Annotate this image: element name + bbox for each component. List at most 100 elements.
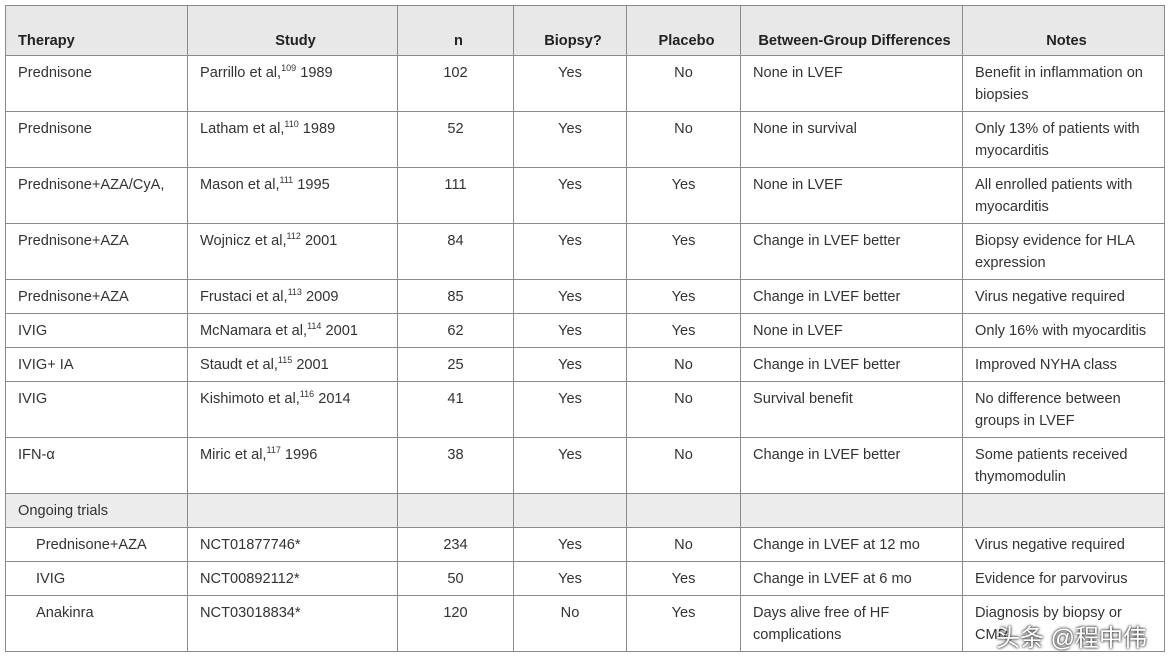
study-ref: 113 bbox=[287, 287, 302, 297]
table-row: Prednisone Parrillo et al,109 1989 102 Yes N… bbox=[5, 55, 1165, 112]
therapy-cell: Prednisone bbox=[5, 55, 188, 112]
table-row: Prednisone+AZA/CyA, Mason et al,111 1995 1… bbox=[5, 167, 1165, 224]
table-row: Prednisone Latham et al,110 1989 52 Yes No No… bbox=[5, 111, 1165, 168]
biopsy-cell: Yes bbox=[513, 167, 627, 224]
table-row: IFN-α Miric et al,117 1996 38 Yes No Change i… bbox=[5, 437, 1165, 494]
placebo-cell: Yes bbox=[626, 279, 741, 314]
column-header: n bbox=[397, 5, 514, 56]
placebo-cell: No bbox=[626, 347, 741, 382]
study-year: 2014 bbox=[318, 391, 351, 407]
study-cell: Wojnicz et al,112 2001 bbox=[187, 223, 398, 280]
empty-cell bbox=[626, 493, 741, 528]
biopsy-cell: Yes bbox=[513, 279, 627, 314]
study-cell: NCT00892112* bbox=[187, 561, 398, 596]
therapy-cell: IVIG bbox=[5, 561, 188, 596]
notes-cell: Biopsy evidence for HLA expression bbox=[962, 223, 1165, 280]
biopsy-cell: Yes bbox=[513, 561, 627, 596]
placebo-cell: Yes bbox=[626, 313, 741, 348]
study-cell: Latham et al,110 1989 bbox=[187, 111, 398, 168]
differences-cell: Change in LVEF better bbox=[740, 279, 963, 314]
study-ref: 116 bbox=[299, 389, 315, 399]
notes-cell: Benefit in inflammation on biopsies bbox=[962, 55, 1165, 112]
study-ref: 115 bbox=[277, 355, 293, 365]
biopsy-cell: Yes bbox=[513, 55, 627, 112]
column-header: Between-Group Differences bbox=[740, 5, 963, 56]
notes-cell: Evidence for parvovirus bbox=[962, 561, 1165, 596]
differences-cell: None in survival bbox=[740, 111, 963, 168]
n-cell: 62 bbox=[397, 313, 514, 348]
empty-cell bbox=[962, 493, 1165, 528]
notes-cell: Only 13% of patients with myocarditis bbox=[962, 111, 1165, 168]
study-author: Miric et al, bbox=[200, 447, 267, 463]
column-header: Notes bbox=[962, 5, 1165, 56]
n-cell: 85 bbox=[397, 279, 514, 314]
placebo-cell: Yes bbox=[626, 167, 741, 224]
therapy-cell: IFN-α bbox=[5, 437, 188, 494]
table-row: Prednisone+AZA NCT01877746* 234 Yes No Change… bbox=[5, 527, 1165, 562]
n-cell: 234 bbox=[397, 527, 514, 562]
column-header: Study bbox=[187, 5, 398, 56]
differences-cell: None in LVEF bbox=[740, 55, 963, 112]
empty-cell bbox=[397, 493, 514, 528]
n-cell: 25 bbox=[397, 347, 514, 382]
study-ref: 117 bbox=[266, 445, 281, 455]
n-cell: 120 bbox=[397, 595, 514, 652]
biopsy-cell: No bbox=[513, 595, 627, 652]
differences-cell: Change in LVEF at 12 mo bbox=[740, 527, 963, 562]
study-cell: Staudt et al,115 2001 bbox=[187, 347, 398, 382]
study-cell: Parrillo et al,109 1989 bbox=[187, 55, 398, 112]
therapy-cell: IVIG+ IA bbox=[5, 347, 188, 382]
therapy-cell: IVIG bbox=[5, 381, 188, 438]
notes-cell: No difference between groups in LVEF bbox=[962, 381, 1165, 438]
differences-cell: None in LVEF bbox=[740, 167, 963, 224]
table-row: Prednisone+AZA Wojnicz et al,112 2001 84 Ye… bbox=[5, 223, 1165, 280]
study-cell: Kishimoto et al,116 2014 bbox=[187, 381, 398, 438]
biopsy-cell: Yes bbox=[513, 381, 627, 438]
notes-cell: Some patients received thymomodulin bbox=[962, 437, 1165, 494]
column-header: Placebo bbox=[626, 5, 741, 56]
therapy-cell: Prednisone+AZA bbox=[5, 223, 188, 280]
differences-cell: Change in LVEF better bbox=[740, 223, 963, 280]
study-cell: NCT03018834* bbox=[187, 595, 398, 652]
differences-cell: Change in LVEF at 6 mo bbox=[740, 561, 963, 596]
study-author: Parrillo et al, bbox=[200, 65, 282, 81]
placebo-cell: No bbox=[626, 437, 741, 494]
study-year: 2001 bbox=[296, 357, 329, 373]
n-cell: 102 bbox=[397, 55, 514, 112]
therapy-cell: Prednisone+AZA bbox=[5, 279, 188, 314]
table-row: Prednisone+AZA Frustaci et al,113 2009 85 Y… bbox=[5, 279, 1165, 314]
placebo-cell: No bbox=[626, 527, 741, 562]
trials-table: Therapy Study n Biopsy? Placebo Between-Group… bbox=[5, 5, 1165, 652]
table-body: Prednisone Parrillo et al,109 1989 102 Yes N… bbox=[5, 55, 1165, 652]
study-year: 1996 bbox=[284, 447, 318, 463]
table-row: IVIG NCT00892112* 50 Yes Yes Change in LVEF a… bbox=[5, 561, 1165, 596]
study-ref: 110 bbox=[284, 119, 299, 129]
n-cell: 38 bbox=[397, 437, 514, 494]
notes-cell: Improved NYHA class bbox=[962, 347, 1165, 382]
study-author: Wojnicz et al, bbox=[200, 233, 287, 249]
placebo-cell: No bbox=[626, 55, 741, 112]
study-cell: Frustaci et al,113 2009 bbox=[187, 279, 398, 314]
biopsy-cell: Yes bbox=[513, 111, 627, 168]
n-cell: 84 bbox=[397, 223, 514, 280]
study-ref: 114 bbox=[307, 321, 322, 331]
biopsy-cell: Yes bbox=[513, 223, 627, 280]
study-ref: 112 bbox=[286, 231, 301, 241]
n-cell: 41 bbox=[397, 381, 514, 438]
therapy-cell: Anakinra bbox=[5, 595, 188, 652]
table-row: IVIG McNamara et al,114 2001 62 Yes Yes None … bbox=[5, 313, 1165, 348]
study-author: Frustaci et al, bbox=[200, 289, 288, 305]
study-cell: Miric et al,117 1996 bbox=[187, 437, 398, 494]
placebo-cell: Yes bbox=[626, 223, 741, 280]
notes-cell: Diagnosis by biopsy or CMR bbox=[962, 595, 1165, 652]
column-header: Therapy bbox=[5, 5, 188, 56]
therapy-cell: Prednisone+AZA bbox=[5, 527, 188, 562]
table-row: Anakinra NCT03018834* 120 No Yes Days alive f… bbox=[5, 595, 1165, 652]
biopsy-cell: Yes bbox=[513, 527, 627, 562]
empty-cell bbox=[740, 493, 963, 528]
differences-cell: None in LVEF bbox=[740, 313, 963, 348]
study-year: 2009 bbox=[306, 289, 339, 305]
study-cell: Mason et al,111 1995 bbox=[187, 167, 398, 224]
n-cell: 111 bbox=[397, 167, 514, 224]
